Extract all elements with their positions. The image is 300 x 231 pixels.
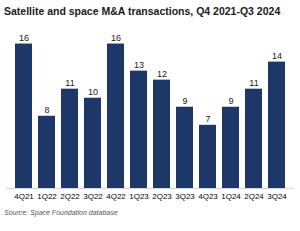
svg-text:3Q22: 3Q22 xyxy=(83,192,103,201)
svg-text:7: 7 xyxy=(205,114,210,124)
svg-text:1Q22: 1Q22 xyxy=(37,192,57,201)
svg-text:14: 14 xyxy=(272,51,282,61)
html-text:Source: Space Foundation datab: Source: Space Foundation database xyxy=(4,209,118,216)
svg-text:11: 11 xyxy=(249,78,258,88)
svg-text:10: 10 xyxy=(88,87,98,97)
svg-text:16: 16 xyxy=(19,33,29,43)
svg-text:16: 16 xyxy=(111,33,121,43)
svg-text:9: 9 xyxy=(182,96,187,106)
svg-text:4Q23: 4Q23 xyxy=(198,192,218,201)
svg-text:11: 11 xyxy=(65,78,74,88)
svg-text:4Q22: 4Q22 xyxy=(106,192,126,201)
svg-text:8: 8 xyxy=(44,105,49,115)
svg-text:2Q22: 2Q22 xyxy=(60,192,80,201)
svg-text:2Q23: 2Q23 xyxy=(152,192,172,201)
svg-text:2Q24: 2Q24 xyxy=(244,192,264,201)
svg-text:1Q23: 1Q23 xyxy=(129,192,149,201)
svg-text:1Q24: 1Q24 xyxy=(221,192,241,201)
svg-text:13: 13 xyxy=(134,60,144,70)
svg-text:4Q21: 4Q21 xyxy=(14,192,34,201)
svg-text:12: 12 xyxy=(157,69,167,79)
svg-text:3Q24: 3Q24 xyxy=(267,192,287,201)
svg-text:9: 9 xyxy=(228,96,233,106)
svg-text:3Q23: 3Q23 xyxy=(175,192,195,201)
html-text:Satellite and space M&A transa: Satellite and space M&A transactions, Q4… xyxy=(4,5,281,17)
